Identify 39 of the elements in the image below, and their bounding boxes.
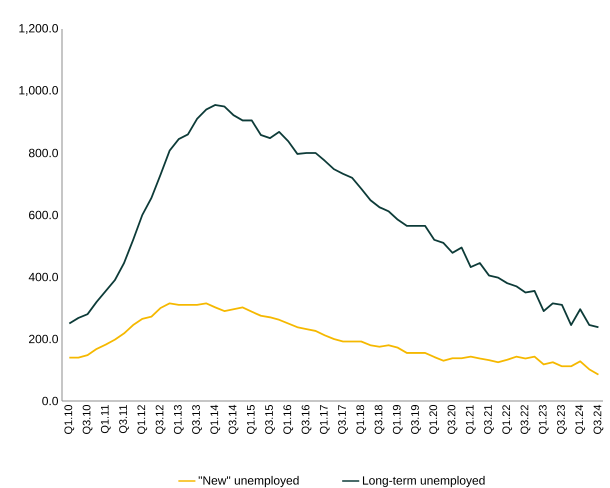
x-tick-label: Q3.23 — [557, 405, 567, 434]
x-tick-label: Q1.16 — [283, 405, 294, 434]
y-tick-label: 800.0 — [28, 148, 58, 158]
x-tick-label: Q3.24 — [594, 404, 604, 434]
legend-label: "New" unemployed — [198, 476, 299, 488]
x-tick-label: Q1.21 — [466, 405, 476, 434]
x-tick-label: Q3.19 — [411, 405, 421, 434]
x-tick-label: Q3.12 — [156, 405, 166, 434]
x-tick-label: Q1.10 — [64, 404, 74, 434]
x-tick-label: Q1.12 — [137, 405, 148, 434]
x-tick-label: Q3.13 — [192, 405, 202, 434]
x-tick-label: Q3.16 — [302, 405, 312, 434]
x-tick-label: Q1.15 — [246, 405, 257, 434]
x-tick-label: Q3.10 — [82, 404, 92, 434]
x-tick-label: Q1.19 — [392, 405, 403, 434]
y-tick-label: 200.0 — [29, 334, 58, 344]
x-tick-label: Q1.24 — [575, 404, 586, 434]
x-tick-label: Q3.11 — [119, 405, 129, 434]
x-tick-label: Q3.15 — [265, 405, 275, 434]
x-tick-label: Q1.11 — [100, 405, 111, 434]
x-tick-label: Q1.18 — [356, 405, 366, 434]
y-tick-label: 1,200.0 — [19, 24, 58, 34]
x-tick-label: Q3.14 — [228, 404, 238, 434]
x-tick-label: Q1.17 — [320, 405, 330, 434]
x-tick-label: Q1.14 — [210, 404, 220, 434]
x-tick-label: Q1.20 — [429, 404, 440, 434]
x-tick-label: Q3.21 — [484, 405, 494, 434]
x-tick-label: Q1.13 — [174, 405, 184, 434]
x-tick-label: Q1.23 — [538, 405, 549, 434]
x-tick-label: Q3.17 — [338, 405, 348, 434]
x-tick-label: Q3.18 — [374, 405, 384, 434]
x-tick-label: Q3.20 — [448, 404, 458, 434]
x-tick-label: Q1.22 — [502, 405, 512, 434]
y-tick-label: 1,000.0 — [19, 86, 58, 96]
y-tick-label: 0.0 — [42, 396, 58, 406]
y-tick-label: 600.0 — [29, 210, 58, 220]
x-tick-label: Q3.22 — [520, 405, 530, 434]
legend-label: Long-term unemployed — [362, 476, 485, 488]
y-tick-label: 400.0 — [28, 272, 58, 282]
